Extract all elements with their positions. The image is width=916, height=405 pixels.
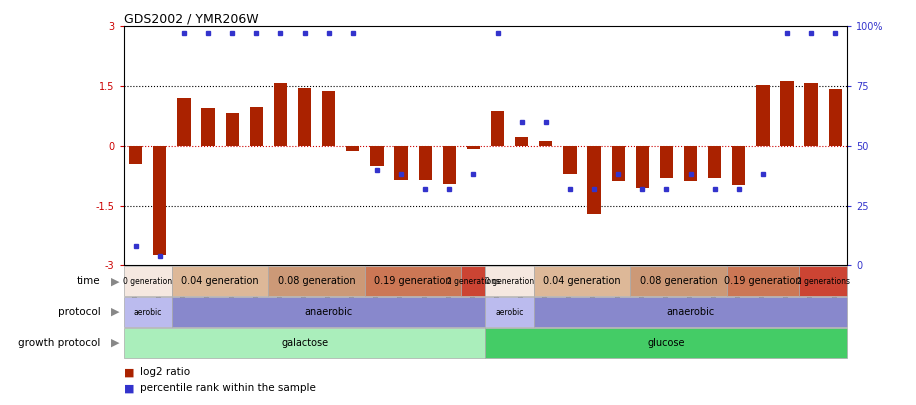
Bar: [540, 141, 552, 146]
Bar: [612, 146, 625, 181]
Text: 0.08 generation: 0.08 generation: [278, 276, 355, 286]
Bar: [757, 85, 769, 146]
Bar: [660, 146, 673, 179]
Text: time: time: [77, 276, 101, 286]
Bar: [491, 111, 504, 146]
Bar: [732, 146, 746, 185]
Bar: [684, 146, 697, 181]
Text: 0.19 generation: 0.19 generation: [375, 276, 452, 286]
Bar: [129, 146, 142, 164]
Text: ▶: ▶: [111, 307, 119, 317]
Bar: [178, 98, 191, 146]
Bar: [395, 146, 408, 180]
Bar: [322, 91, 335, 146]
Text: GDS2002 / YMR206W: GDS2002 / YMR206W: [124, 12, 258, 25]
Bar: [419, 146, 431, 180]
Text: protocol: protocol: [58, 307, 101, 317]
Text: 2 generations: 2 generations: [447, 277, 500, 286]
Text: aerobic: aerobic: [134, 307, 162, 317]
Bar: [804, 83, 818, 146]
Bar: [563, 146, 576, 175]
Text: galactose: galactose: [281, 338, 328, 348]
Text: log2 ratio: log2 ratio: [140, 367, 191, 377]
Bar: [298, 88, 311, 146]
Bar: [780, 81, 793, 146]
Text: anaerobic: anaerobic: [304, 307, 353, 317]
Text: glucose: glucose: [648, 338, 685, 348]
Text: 0.04 generation: 0.04 generation: [543, 276, 621, 286]
Bar: [225, 113, 239, 146]
Bar: [370, 146, 384, 166]
Text: ■: ■: [124, 367, 134, 377]
Text: 0.08 generation: 0.08 generation: [639, 276, 717, 286]
Text: ■: ■: [124, 384, 134, 393]
Text: percentile rank within the sample: percentile rank within the sample: [140, 384, 316, 393]
Text: ▶: ▶: [111, 338, 119, 348]
Bar: [708, 146, 721, 179]
Bar: [442, 146, 456, 183]
Bar: [153, 146, 167, 255]
Text: aerobic: aerobic: [496, 307, 524, 317]
Bar: [636, 146, 649, 188]
Bar: [467, 146, 480, 149]
Bar: [346, 146, 359, 151]
Text: 0.19 generation: 0.19 generation: [724, 276, 802, 286]
Text: 2 generations: 2 generations: [797, 277, 850, 286]
Text: anaerobic: anaerobic: [666, 307, 714, 317]
Text: 0 generation: 0 generation: [485, 277, 534, 286]
Bar: [515, 137, 529, 146]
Text: ▶: ▶: [111, 276, 119, 286]
Bar: [829, 89, 842, 146]
Bar: [274, 83, 287, 146]
Bar: [202, 108, 214, 146]
Bar: [250, 107, 263, 146]
Bar: [587, 146, 601, 214]
Text: growth protocol: growth protocol: [18, 338, 101, 348]
Text: 0.04 generation: 0.04 generation: [181, 276, 259, 286]
Text: 0 generation: 0 generation: [124, 277, 172, 286]
